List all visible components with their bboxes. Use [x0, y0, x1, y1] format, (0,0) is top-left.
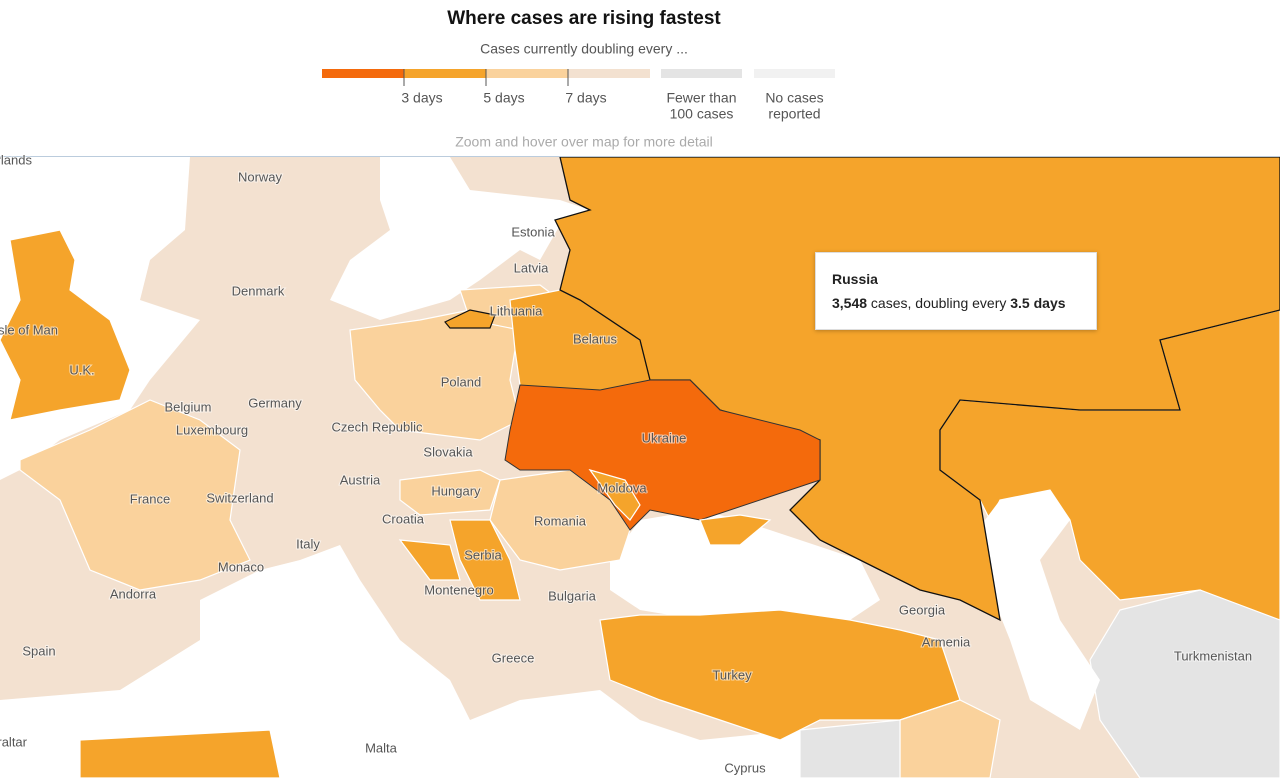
- legend-label: Fewer than: [666, 90, 736, 106]
- country-labels: Netherlands Norway Estonia Latvia Denmar…: [0, 151, 1253, 776]
- legend-label: 100 cases: [670, 106, 734, 122]
- country-label: Belarus: [573, 331, 618, 346]
- country-label: Spain: [22, 643, 55, 658]
- country-label: Croatia: [382, 511, 425, 526]
- country-label: Switzerland: [206, 490, 273, 505]
- country-label: Hungary: [431, 483, 481, 498]
- country-label: Gibraltar: [0, 734, 28, 749]
- country-label: Armenia: [922, 634, 971, 649]
- country-label: France: [130, 491, 170, 506]
- country-label: Turkmenistan: [1174, 648, 1252, 663]
- country-label: Georgia: [899, 602, 946, 617]
- country-label: Norway: [238, 169, 283, 184]
- country-label: U.K.: [69, 362, 94, 377]
- country-label: Estonia: [511, 224, 555, 239]
- hint: Zoom and hover over map for more detail: [455, 134, 713, 150]
- country[interactable]: [799, 719, 901, 778]
- legend-swatch: [322, 69, 404, 78]
- sea: [970, 490, 1100, 730]
- tooltip: Russia 3,548 cases, doubling every 3.5 d…: [815, 252, 1097, 330]
- legend-label: 7 days: [565, 90, 606, 106]
- country-label: Belgium: [165, 399, 212, 414]
- country-label: Netherlands: [0, 152, 32, 167]
- country-russia[interactable]: [554, 157, 1280, 622]
- country-label: Austria: [340, 472, 381, 487]
- country-label: Montenegro: [424, 582, 493, 597]
- country-label: Moldova: [597, 480, 647, 495]
- country[interactable]: [398, 539, 461, 581]
- country-label: Serbia: [464, 547, 502, 562]
- country-ukraine[interactable]: [504, 379, 821, 531]
- country[interactable]: [79, 729, 281, 778]
- legend-swatch: [486, 69, 568, 78]
- sea: [330, 157, 590, 320]
- country-label: Cyprus: [724, 760, 766, 775]
- country[interactable]: [19, 399, 251, 591]
- subtitle: Cases currently doubling every ...: [480, 41, 688, 57]
- tooltip-cases: 3,548: [832, 295, 868, 311]
- country-label: Monaco: [218, 559, 264, 574]
- country-label: Ukraine: [642, 430, 687, 445]
- sea: [0, 545, 800, 778]
- legend-swatch: [754, 69, 835, 78]
- tooltip-body: 3,548 cases, doubling every 3.5 days: [832, 291, 1080, 315]
- country[interactable]: [588, 468, 641, 521]
- country-label: Andorra: [110, 586, 157, 601]
- country-label: Czech Republic: [331, 419, 423, 434]
- tooltip-doubling: 3.5: [1010, 295, 1030, 311]
- legend-label: 5 days: [483, 90, 524, 106]
- tooltip-text: cases, doubling every: [867, 295, 1011, 311]
- legend-label: No cases: [765, 90, 823, 106]
- country[interactable]: [449, 519, 521, 601]
- country-label: Italy: [296, 536, 320, 551]
- country-label: Germany: [248, 395, 302, 410]
- country-label: Bulgaria: [548, 588, 596, 603]
- country-label: Isle of Man: [0, 322, 58, 337]
- legend-label: 3 days: [401, 90, 442, 106]
- country-label: Latvia: [514, 260, 549, 275]
- country-label: Lithuania: [490, 303, 544, 318]
- map[interactable]: [0, 157, 1280, 778]
- country[interactable]: [444, 309, 496, 329]
- country-label: Greece: [492, 650, 535, 665]
- country[interactable]: [699, 514, 772, 546]
- country-label: Slovakia: [423, 444, 473, 459]
- country-label: Turkey: [712, 667, 752, 682]
- legend-swatch: [661, 69, 742, 78]
- country-label: Luxembourg: [176, 422, 248, 437]
- country-label: Denmark: [232, 283, 285, 298]
- sea: [610, 510, 880, 620]
- country[interactable]: [0, 229, 131, 421]
- title: Where cases are rising fastest: [447, 8, 721, 29]
- country-label: Poland: [441, 374, 481, 389]
- legend-swatch: [568, 69, 650, 78]
- country-label: Romania: [534, 513, 587, 528]
- country-label: Malta: [365, 740, 398, 755]
- country[interactable]: [399, 469, 501, 516]
- legend-label: reported: [768, 106, 820, 122]
- tooltip-title: Russia: [832, 271, 878, 287]
- legend-swatch: [404, 69, 486, 78]
- tooltip-days: days: [1033, 295, 1066, 311]
